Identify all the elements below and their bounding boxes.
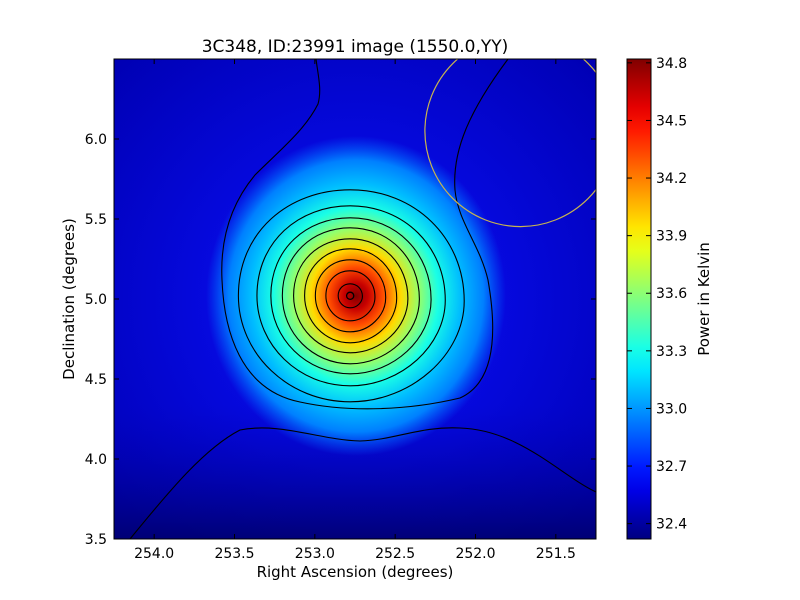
x-tick-label: 254.0 (134, 546, 174, 562)
contour-level (256, 205, 446, 387)
y-axis-label: Declination (degrees) (60, 218, 78, 380)
colorbar-tick-label: 32.7 (656, 459, 687, 475)
y-tick-label: 4.0 (85, 452, 107, 468)
x-axis: 254.0 253.5 253.0 252.5 252.0 251.5 (134, 59, 576, 562)
source-peak-marker (345, 291, 355, 301)
contour-level (314, 259, 387, 333)
source-emission (206, 136, 506, 456)
colorbar-tick-label: 33.3 (656, 344, 687, 360)
colorbar-label: Power in Kelvin (695, 242, 713, 356)
contour-level (281, 227, 420, 365)
colorbar-tick-label: 32.4 (656, 517, 687, 533)
y-tick-label: 4.5 (85, 372, 107, 388)
y-tick-label: 5.0 (85, 292, 107, 308)
contour-lines (129, 59, 596, 539)
colorbar-tick-label: 33.6 (656, 286, 687, 302)
contour-level (337, 283, 363, 309)
contour-level (129, 427, 596, 539)
x-tick-label: 253.0 (295, 546, 335, 562)
x-axis-label: Right Ascension (degrees) (257, 563, 454, 581)
contour-level (270, 217, 432, 375)
colorbar (626, 58, 652, 540)
y-tick-label: 3.5 (85, 532, 107, 548)
colorbar-tick-label: 34.5 (656, 113, 687, 129)
colorbar-axis: 32.4 32.7 33.0 33.3 33.6 33.9 34.2 34.5 34.8 (627, 56, 687, 533)
y-tick-label: 5.5 (85, 212, 107, 228)
beam-circle (424, 59, 596, 228)
colorbar-tick-label: 33.0 (656, 401, 687, 417)
y-axis: 3.5 4.0 4.5 5.0 5.5 6.0 (85, 132, 596, 548)
y-tick-label: 6.0 (85, 132, 107, 148)
colorbar-tick-label: 33.9 (656, 229, 687, 245)
x-tick-label: 252.5 (375, 546, 415, 562)
plot-area (114, 59, 596, 539)
contour-level (221, 59, 509, 410)
contour-level (237, 189, 465, 403)
x-tick-label: 252.0 (455, 546, 495, 562)
contour-level (304, 248, 398, 344)
x-tick-label: 253.5 (214, 546, 254, 562)
contour-level (325, 270, 376, 322)
colorbar-tick-label: 34.2 (656, 171, 687, 187)
colorbar-tick-label: 34.8 (656, 56, 687, 72)
chart-title: 3C348, ID:23991 image (1550.0,YY) (202, 37, 509, 57)
contour-level (293, 238, 409, 354)
x-tick-label: 251.5 (536, 546, 576, 562)
